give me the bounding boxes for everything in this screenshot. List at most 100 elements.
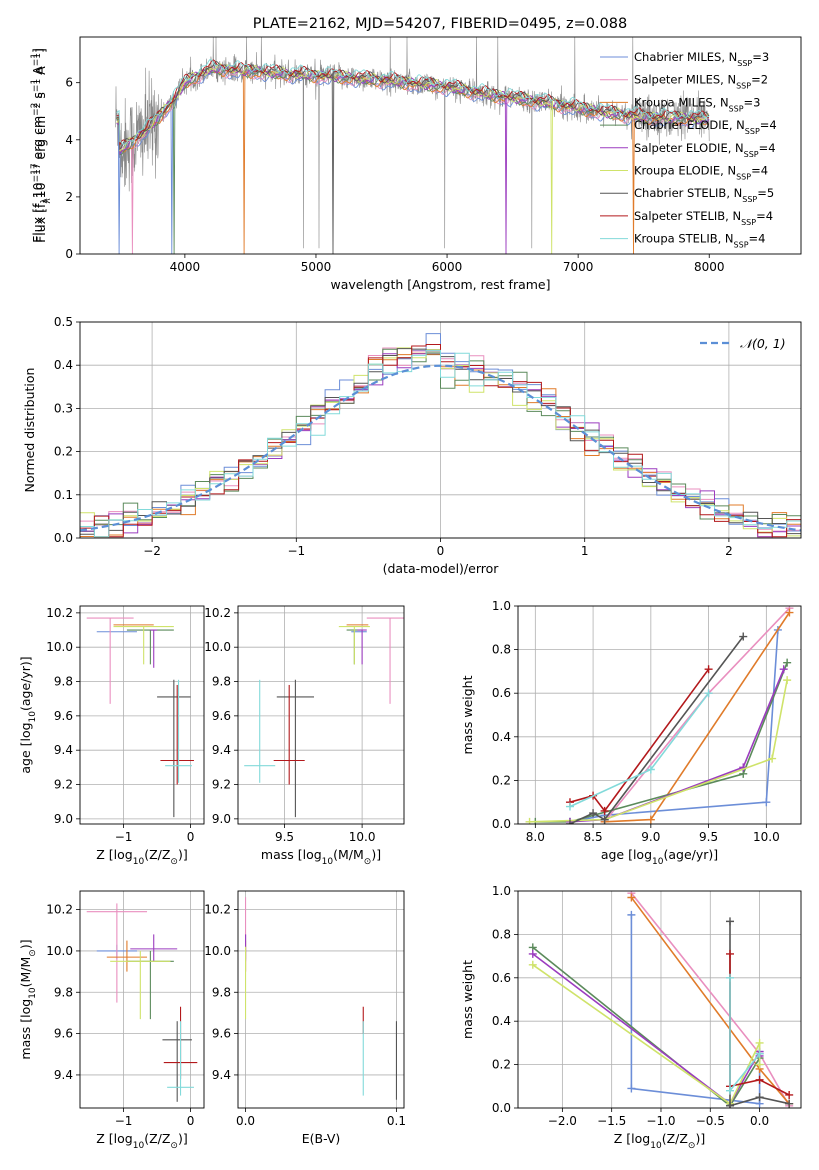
y-axis-label: mass weight [460,675,475,754]
error-bar-marker [130,934,178,962]
y-axis-label: age [log10(age/yr)] [18,656,38,773]
normal-curve-line [80,364,801,532]
point-marker [785,1090,794,1099]
panel-4: 8.0 8.5 9.0 9.5 10.0 0.0 0.2 0.4 0.6 0.8 1.0 age [l… [460,599,802,867]
y-axis-label: mass [log10(M/M⊙)] [18,939,38,1059]
y-tick-label: 9.8 [212,985,231,999]
point-marker [726,917,735,926]
model-spectrum-line [116,67,710,254]
axes-frame [79,890,205,1109]
y-tick-label: 0.0 [492,817,511,831]
axes-frame [517,605,802,825]
axes-frame [517,890,802,1109]
point-marker [779,665,788,674]
series-path [603,607,790,823]
plot-area [86,617,194,818]
point-marker [783,658,792,667]
x-tick-label: 8.5 [584,830,603,844]
series-line [726,973,764,1095]
series-line [565,625,782,824]
point-marker [528,949,537,958]
y-tick-label: 1.0 [492,599,511,613]
x-axis-label: Z [log10(Z/Z⊙)] [96,847,187,867]
point-marker [768,754,777,763]
y-tick-label: 0.4 [54,358,73,372]
panel-0: 4000 5000 6000 7000 8000 0 2 4 6 wavelength [Angs… [30,16,802,292]
panel-1: −2 −1 0 1 2 0.0 0.1 0.2 0.3 0.4 0.5 (data-model)/er… [22,315,802,576]
error-bar-marker [160,684,194,785]
y-tick-label: 0.0 [492,1101,511,1115]
x-tick-label: 0 [187,1114,195,1128]
point-marker [646,815,655,824]
error-bar-marker [86,617,134,704]
y-axis-label: Flux [fλ10−17 erg cm−2 s−1 A−1] [33,48,53,243]
y-tick-label: 9.4 [212,1068,231,1082]
y-tick-label: 10.2 [204,903,231,917]
point-marker [704,689,713,698]
x-tick-label: 5000 [301,260,332,274]
x-tick-label: 2 [725,544,733,558]
panel-6: 0.0 0.1 9.4 9.6 9.8 10.0 10.2 E(B-V) [204,890,406,1146]
x-tick-label: 10.0 [349,830,376,844]
y-tick-label: 9.6 [54,709,73,723]
series-path [630,914,761,1105]
point-marker [525,817,534,824]
error-bar-marker [150,629,158,668]
y-tick-label: 9.0 [212,812,231,826]
y-tick-label: 10.2 [46,606,73,620]
y-tick-label: 6 [65,76,73,90]
legend-entry: 𝒩(0, 1) [740,336,786,351]
x-tick-label: −1 [115,830,133,844]
error-bar-marker [366,617,404,704]
y-tick-label: 9.4 [212,743,231,757]
legend-entry: Chabrier ELODIE, NSSP=4 [634,118,777,136]
x-tick-label: 6000 [432,260,463,274]
point-marker [762,798,771,807]
y-tick-label: 9.8 [54,985,73,999]
point-marker [565,802,574,811]
point-marker [726,1086,735,1095]
model-spectrum-line [116,63,710,254]
point-marker [755,1075,764,1084]
point-marker [755,1049,764,1058]
x-tick-label: 10.0 [753,830,780,844]
series-path [532,953,761,1105]
plot-area [244,617,404,818]
y-tick-label: 0.5 [54,315,73,329]
y-tick-label: 9.4 [54,1068,73,1082]
axes-frame [79,321,802,539]
y-tick-label: 10.2 [204,606,231,620]
point-marker [565,820,574,824]
y-tick-label: 0.4 [492,1014,511,1028]
x-axis-label: mass [log10(M/M⊙)] [261,847,381,867]
x-tick-label: 1 [581,544,589,558]
point-marker [600,815,609,824]
series-line [565,632,748,824]
y-axis-label: Flux [fλ10−17 erg cm−2 s−1 A−1] [30,48,50,243]
y-tick-label: 10.0 [204,640,231,654]
x-axis-label: age [log10(age/yr)] [601,847,718,867]
y-tick-label: 9.8 [212,675,231,689]
panel-7: −2.0 −1.5 −1.0 −0.5 0.0 0.0 0.2 0.4 0.6 0.8 1.0 Z [… [460,884,802,1151]
legend-entry: Kroupa MILES, NSSP=3 [634,95,760,113]
y-tick-label: 0.6 [492,971,511,985]
x-axis-label: Z [log10(Z/Z⊙)] [614,1131,705,1151]
point-marker [755,1038,764,1047]
y-tick-label: 10.0 [204,944,231,958]
x-tick-label: 8.0 [526,830,545,844]
point-marker [646,765,655,774]
point-marker [627,1084,636,1093]
x-tick-label: 0.0 [750,1114,769,1128]
point-marker [785,1099,794,1108]
legend-entry: Chabrier MILES, NSSP=3 [634,50,769,68]
series-path [569,629,779,823]
point-marker [785,608,794,617]
series-line [565,689,713,811]
x-axis-label: (data-model)/error [383,561,500,576]
point-marker [726,949,735,958]
axes-frame [237,890,405,1109]
legend-entry: Chabrier STELIB, NSSP=5 [634,186,774,204]
panel-5: −1 0 9.4 9.6 9.8 10.0 10.2 Z [log10(Z/Z⊙)] mass … [18,890,205,1151]
error-bar-marker [106,940,148,972]
series-path [532,964,761,1105]
